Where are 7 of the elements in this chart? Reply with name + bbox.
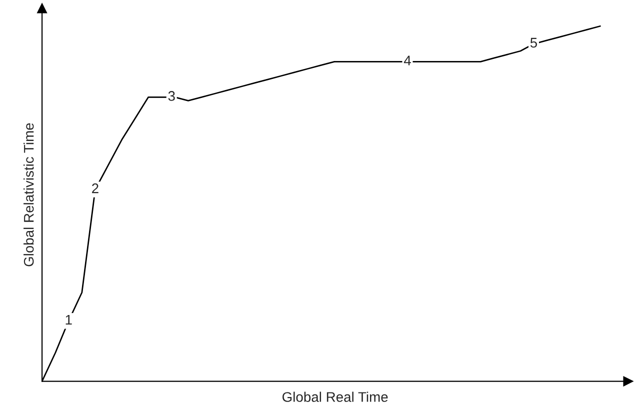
annotation: 4 [404,56,411,66]
annotation: 3 [168,91,175,101]
x-axis-title: Global Real Time [282,392,388,402]
annotation: 1 [66,314,72,325]
annotation: 2 [92,183,98,194]
annotation: 5 [530,38,538,48]
y-axis-title: Global Relativistic Time [24,123,34,266]
